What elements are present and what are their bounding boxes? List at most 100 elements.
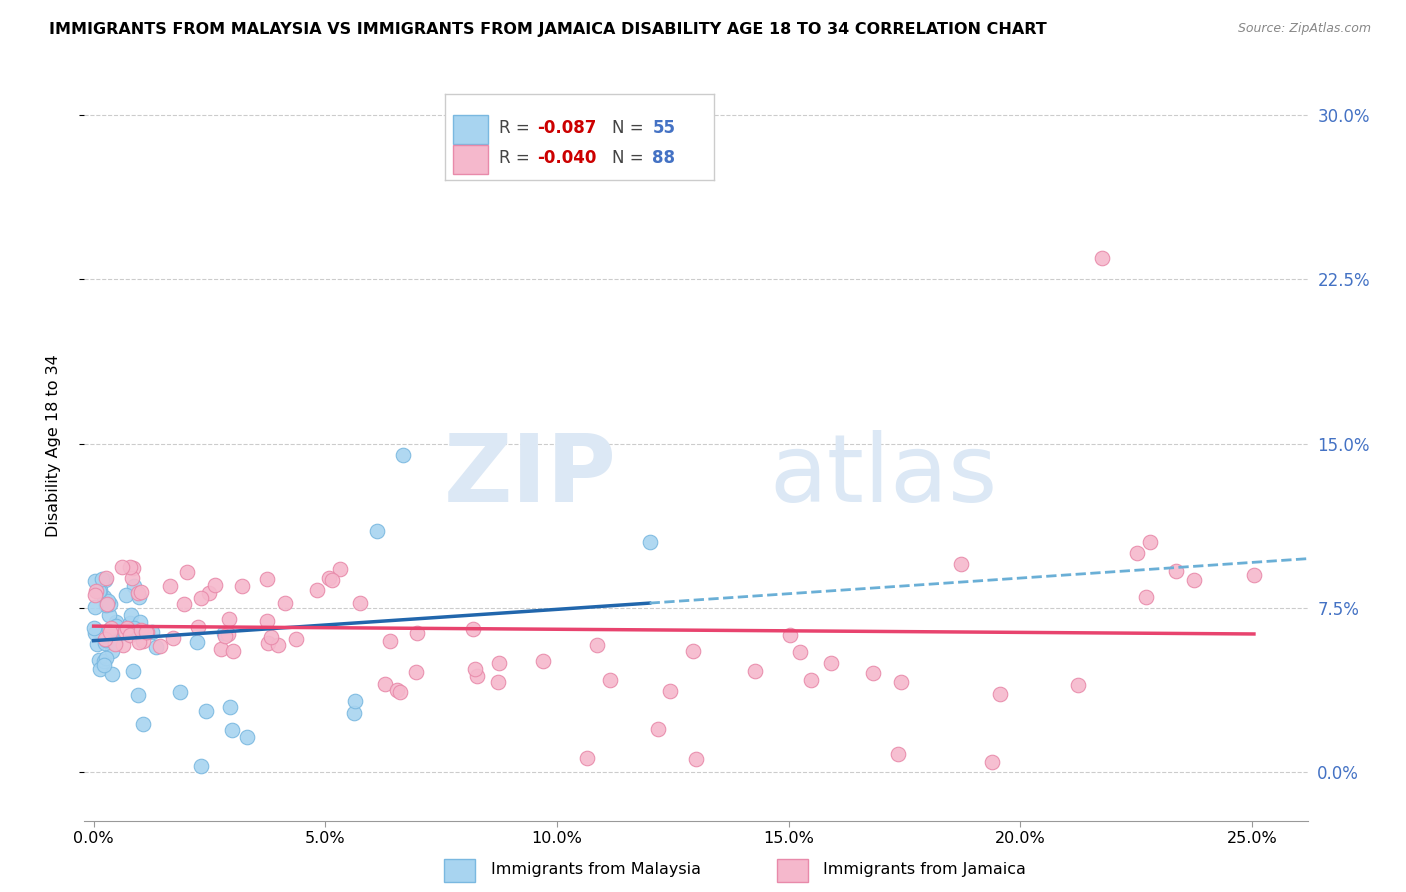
Point <box>274 596 297 610</box>
Point <box>115 621 138 635</box>
Point <box>121 571 143 585</box>
Point <box>387 682 409 697</box>
Point <box>862 665 884 680</box>
Point <box>209 642 232 657</box>
Point <box>343 706 366 721</box>
Point <box>236 730 259 744</box>
Point <box>104 637 127 651</box>
Point <box>1164 564 1187 578</box>
Point <box>100 626 122 640</box>
Point <box>86 583 108 598</box>
Point <box>890 674 912 689</box>
Point <box>118 560 141 574</box>
FancyBboxPatch shape <box>778 859 808 882</box>
Point <box>94 571 117 585</box>
Point <box>343 693 366 707</box>
Point <box>820 657 842 671</box>
Point <box>789 644 811 658</box>
Point <box>329 561 352 575</box>
Point <box>186 635 208 649</box>
Point <box>145 640 167 655</box>
Point <box>190 758 212 772</box>
Point <box>115 588 138 602</box>
Point <box>104 635 127 649</box>
Point <box>100 597 122 611</box>
Point <box>118 616 141 631</box>
Point <box>122 560 145 574</box>
Point <box>120 608 142 623</box>
Point <box>1066 678 1088 692</box>
Point <box>682 644 704 658</box>
Point <box>98 625 121 640</box>
Point <box>84 599 107 614</box>
Point <box>94 636 117 650</box>
Point <box>169 685 191 699</box>
Point <box>89 662 111 676</box>
Point <box>105 615 128 629</box>
Point <box>190 591 212 606</box>
Point <box>96 632 118 647</box>
Point <box>366 524 388 539</box>
Point <box>990 687 1012 701</box>
Point <box>135 625 157 640</box>
Point <box>488 656 510 670</box>
Point <box>204 578 226 592</box>
Point <box>93 654 115 668</box>
Point <box>214 629 236 643</box>
Y-axis label: Disability Age 18 to 34: Disability Age 18 to 34 <box>46 355 60 537</box>
Point <box>93 657 115 672</box>
Point <box>118 628 141 642</box>
Point <box>187 620 209 634</box>
Point <box>114 624 136 639</box>
Point <box>127 688 149 702</box>
Point <box>267 638 290 652</box>
Point <box>173 598 195 612</box>
Point <box>159 579 181 593</box>
Point <box>221 723 243 738</box>
Point <box>96 597 118 611</box>
Point <box>127 586 149 600</box>
Point <box>391 448 413 462</box>
Point <box>374 677 396 691</box>
Text: IMMIGRANTS FROM MALAYSIA VS IMMIGRANTS FROM JAMAICA DISABILITY AGE 18 TO 34 CORR: IMMIGRANTS FROM MALAYSIA VS IMMIGRANTS F… <box>49 22 1047 37</box>
Point <box>260 630 283 644</box>
Point <box>221 644 243 658</box>
Point <box>980 755 1002 769</box>
Point <box>129 584 152 599</box>
Point <box>84 588 107 602</box>
Point <box>104 620 127 634</box>
Point <box>100 621 122 635</box>
Point <box>744 664 766 678</box>
Point <box>122 665 145 679</box>
Point <box>575 751 598 765</box>
Point <box>218 700 240 714</box>
Point <box>83 621 105 635</box>
Point <box>104 636 127 650</box>
FancyBboxPatch shape <box>444 859 475 882</box>
Point <box>84 574 107 588</box>
Point <box>231 579 253 593</box>
Point <box>98 623 121 637</box>
Point <box>1126 546 1149 560</box>
Point <box>86 637 108 651</box>
Point <box>779 628 801 642</box>
Point <box>94 650 117 665</box>
Point <box>800 673 823 687</box>
Point <box>149 639 172 653</box>
Point <box>1139 535 1161 549</box>
Point <box>256 615 278 629</box>
Point <box>1135 590 1157 604</box>
Point <box>586 638 609 652</box>
Text: Immigrants from Malaysia: Immigrants from Malaysia <box>491 863 700 877</box>
Point <box>318 572 340 586</box>
Point <box>388 685 411 699</box>
Point <box>464 662 486 676</box>
Point <box>321 574 343 588</box>
Point <box>638 535 661 549</box>
Point <box>136 625 159 640</box>
Point <box>162 632 184 646</box>
Point <box>685 752 707 766</box>
Point <box>132 634 155 648</box>
Point <box>405 665 427 679</box>
Text: ZIP: ZIP <box>443 430 616 522</box>
